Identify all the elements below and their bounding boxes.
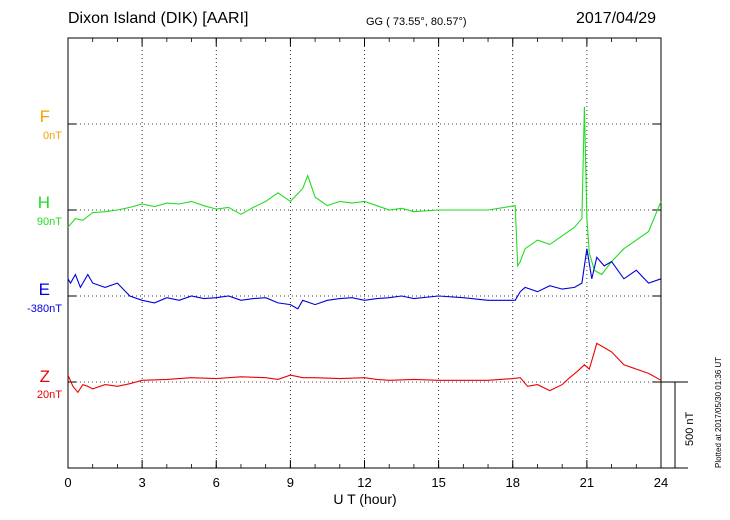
x-tick-label: 18 bbox=[506, 475, 520, 490]
series-offset-z: 20nT bbox=[36, 389, 62, 401]
series-offset-e: -380nT bbox=[27, 303, 62, 315]
series-offset-f: 0nT bbox=[43, 130, 62, 142]
x-tick-label: 3 bbox=[139, 475, 146, 490]
x-tick-label: 0 bbox=[64, 475, 71, 490]
station-coordinates: GG ( 73.55°, 80.57°) bbox=[366, 16, 467, 28]
series-label-z: Z bbox=[39, 367, 50, 386]
series-offset-h: 90nT bbox=[36, 216, 62, 228]
scale-bar-label: 500 nT bbox=[684, 411, 696, 446]
x-tick-label: 21 bbox=[580, 475, 594, 490]
plot-date: 2017/04/29 bbox=[576, 10, 657, 27]
series-label-h: H bbox=[37, 193, 50, 212]
x-tick-label: 12 bbox=[357, 475, 371, 490]
x-tick-label: 9 bbox=[287, 475, 294, 490]
plotted-timestamp: Plotted at 2017/05/30 01:36 UT bbox=[714, 356, 723, 468]
page-title: Dixon Island (DIK) [AARI] bbox=[68, 10, 249, 27]
series-label-f: F bbox=[39, 107, 50, 126]
x-tick-label: 15 bbox=[431, 475, 445, 490]
x-axis-label: U T (hour) bbox=[333, 491, 397, 507]
x-tick-label: 6 bbox=[213, 475, 220, 490]
series-line-h bbox=[67, 106, 662, 276]
x-tick-label: 24 bbox=[654, 475, 668, 490]
series-line-z bbox=[67, 342, 662, 394]
series-line-e bbox=[67, 248, 662, 310]
series-label-e: E bbox=[38, 280, 50, 299]
